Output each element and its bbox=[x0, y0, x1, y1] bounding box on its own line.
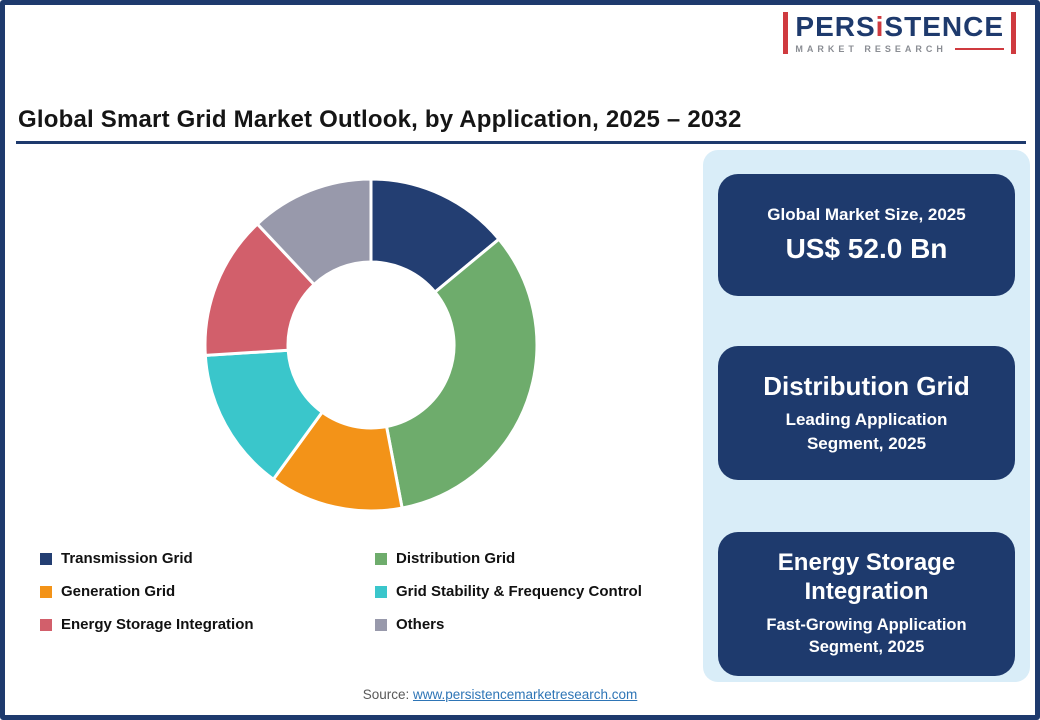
brand-logo: PERSiSTENCE MARKET RESEARCH bbox=[783, 12, 1016, 55]
market-size-label: Global Market Size, 2025 bbox=[767, 205, 966, 224]
logo-underline bbox=[954, 48, 1004, 51]
legend-swatch-icon bbox=[375, 585, 387, 598]
logo-left-bracket bbox=[783, 12, 789, 55]
legend-item-grid-stability-frequency-control: Grid Stability & Frequency Control bbox=[375, 583, 700, 600]
logo-wordmark-accent-i: i bbox=[875, 11, 885, 42]
legend-label: Generation Grid bbox=[61, 583, 176, 600]
donut-segment-others bbox=[255, 177, 373, 286]
legend-swatch-icon bbox=[40, 552, 52, 565]
logo-text-block: PERSiSTENCE MARKET RESEARCH bbox=[795, 12, 1004, 54]
legend-label: Distribution Grid bbox=[396, 550, 516, 567]
legend-label: Grid Stability & Frequency Control bbox=[396, 583, 642, 600]
donut-chart-svg bbox=[203, 177, 539, 513]
market-size-value: US$ 52.0 Bn bbox=[785, 233, 948, 264]
logo-wordmark-part1: PERS bbox=[795, 11, 876, 42]
source-link[interactable]: www.persistencemarketresearch.com bbox=[412, 687, 638, 702]
fast-growing-segment-name: Energy Storage Integration bbox=[777, 549, 956, 606]
donut-chart bbox=[202, 176, 540, 514]
fast-growing-segment-label: Fast-Growing Application Segment, 2025 bbox=[766, 616, 967, 657]
donut-segment-distribution-grid bbox=[385, 237, 539, 510]
legend-swatch-icon bbox=[375, 618, 387, 631]
leading-segment-name: Distribution Grid bbox=[763, 370, 970, 401]
legend-label: Energy Storage Integration bbox=[61, 616, 254, 633]
legend-swatch-icon bbox=[40, 585, 52, 598]
legend-swatch-icon bbox=[375, 552, 387, 565]
legend-item-others: Others bbox=[375, 616, 700, 633]
page-title: Global Smart Grid Market Outlook, by App… bbox=[18, 106, 742, 133]
source-line: Source: www.persistencemarketresearch.co… bbox=[0, 687, 1000, 702]
market-size-card: Global Market Size, 2025 US$ 52.0 Bn bbox=[718, 174, 1015, 296]
chart-legend: Transmission Grid Distribution Grid Genera… bbox=[40, 550, 700, 633]
leading-segment-label: Leading Application Segment, 2025 bbox=[785, 409, 948, 453]
logo-wordmark-part3: STENCE bbox=[884, 11, 1004, 42]
legend-swatch-icon bbox=[40, 618, 52, 631]
title-underline bbox=[16, 141, 1026, 144]
source-label: Source: bbox=[362, 687, 413, 702]
leading-segment-card: Distribution Grid Leading Application Se… bbox=[718, 346, 1015, 480]
legend-item-transmission-grid: Transmission Grid bbox=[40, 550, 375, 567]
logo-right-bracket bbox=[1011, 12, 1016, 55]
logo-wordmark: PERSiSTENCE bbox=[795, 12, 1004, 41]
insight-panel: Global Market Size, 2025 US$ 52.0 Bn Dis… bbox=[703, 150, 1030, 682]
legend-label: Transmission Grid bbox=[61, 550, 193, 567]
legend-item-generation-grid: Generation Grid bbox=[40, 583, 375, 600]
logo-subtitle: MARKET RESEARCH bbox=[795, 44, 947, 55]
legend-item-energy-storage-integration: Energy Storage Integration bbox=[40, 616, 375, 633]
fast-growing-segment-card: Energy Storage Integration Fast-Growing … bbox=[718, 532, 1015, 676]
legend-label: Others bbox=[396, 616, 445, 633]
logo-subtitle-row: MARKET RESEARCH bbox=[795, 44, 1004, 54]
legend-item-distribution-grid: Distribution Grid bbox=[375, 550, 700, 567]
